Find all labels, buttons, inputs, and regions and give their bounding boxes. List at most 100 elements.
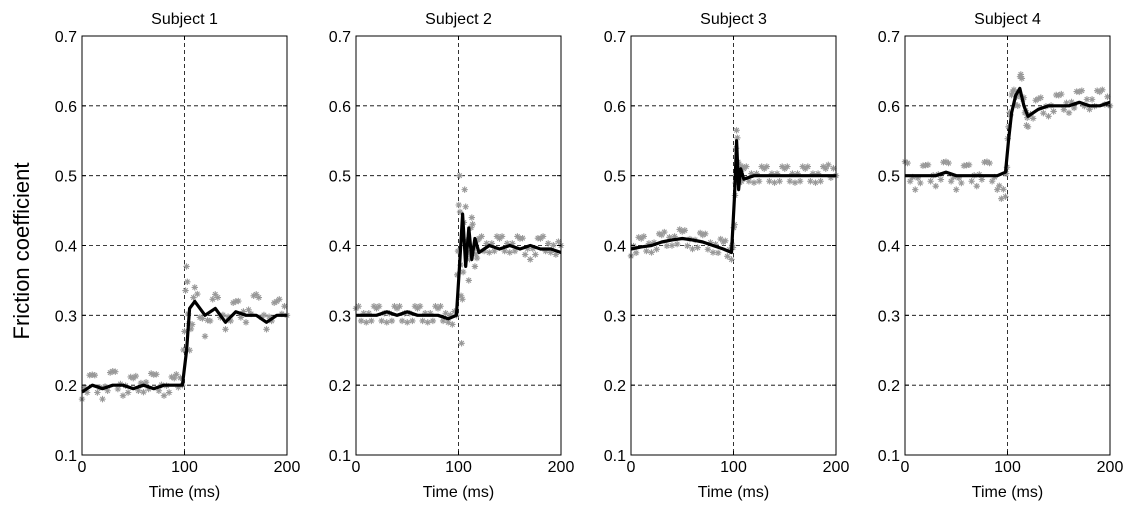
trial-asterisk-marker (555, 238, 562, 245)
trial-asterisk-marker (738, 178, 745, 185)
trial-asterisk-marker (1020, 94, 1028, 101)
trial-asterisk-marker (1029, 115, 1037, 122)
trial-asterisk-marker (83, 389, 91, 396)
trial-asterisk-marker (483, 240, 490, 247)
y-tick-label: 0.1 (329, 448, 351, 465)
trial-asterisk-marker (454, 247, 462, 255)
trial-asterisk-marker (127, 373, 134, 381)
x-tick-label: 0 (352, 459, 361, 476)
trial-asterisk-marker (91, 372, 99, 379)
trial-asterisk-marker (724, 253, 731, 260)
trial-asterisk-marker (1050, 108, 1057, 115)
trial-asterisk-marker (973, 182, 980, 190)
trial-asterisk-marker (702, 230, 709, 238)
subplot-2: 0.1 0.2 0.3 0.4 0.5 0.6 0.7 0 100 200 Subject 2 Tim… (329, 11, 575, 501)
y-tick-label: 0.3 (878, 308, 900, 325)
trial-asterisk-marker (188, 321, 196, 328)
trial-asterisk-marker (439, 317, 447, 325)
trial-asterisk-marker (454, 271, 461, 279)
trial-asterisk-marker (532, 251, 539, 258)
trial-asterisk-marker (449, 321, 456, 328)
trial-asterisk-marker (726, 246, 733, 253)
trial-asterisk-marker (817, 178, 824, 185)
x-tick-label: 100 (720, 459, 747, 476)
trial-asterisk-marker (130, 374, 137, 382)
trial-asterisk-marker (461, 186, 468, 193)
x-tick-label: 100 (994, 459, 1021, 476)
trial-asterisk-marker (1017, 71, 1025, 78)
trial-asterisk-marker (728, 256, 735, 263)
trial-asterisk-marker (378, 317, 385, 325)
trial-asterisk-marker (456, 208, 464, 216)
trial-asterisk-marker (1060, 106, 1068, 113)
trial-asterisk-marker (542, 247, 549, 255)
trial-asterisk-marker (375, 303, 383, 310)
trial-asterisk-marker (465, 277, 472, 284)
trial-asterisk-marker (1035, 95, 1042, 103)
trial-asterisk-marker (784, 163, 791, 170)
trial-asterisk-marker (635, 234, 642, 241)
trial-asterisk-marker (106, 369, 114, 376)
trial-asterisk-marker (552, 251, 560, 258)
trial-asterisk-marker (222, 326, 229, 333)
trial-asterisk-marker (519, 234, 526, 242)
trial-asterisk-marker (661, 228, 668, 236)
trial-asterisk-marker (812, 179, 819, 186)
trial-asterisk-marker (699, 231, 706, 239)
trial-asterisk-marker (506, 249, 513, 256)
trial-asterisk-marker (363, 319, 370, 326)
subplot-3: 0.1 0.2 0.3 0.4 0.5 0.6 0.7 0 100 200 Subject 3 Tim… (604, 11, 850, 501)
trial-asterisk-marker (409, 317, 416, 325)
trial-asterisk-marker (137, 379, 145, 387)
trial-asterisk-marker (996, 182, 1003, 189)
trial-asterisk-marker (445, 319, 452, 326)
trial-asterisk-marker (245, 306, 252, 313)
trial-asterisk-marker (655, 230, 663, 238)
trial-asterisk-marker (640, 233, 648, 240)
trial-asterisk-marker (696, 229, 704, 237)
trial-asterisk-marker (373, 305, 380, 312)
trial-asterisk-marker (830, 165, 837, 172)
trial-asterisk-marker (927, 178, 934, 185)
trial-asterisk-marker (950, 173, 957, 181)
y-tick-label: 0.3 (55, 308, 77, 325)
trial-asterisk-marker (273, 298, 280, 305)
trial-asterisk-marker (276, 296, 283, 303)
trial-asterisk-marker (255, 294, 263, 301)
trial-asterisk-marker (421, 310, 429, 317)
trial-asterisk-marker (748, 170, 755, 177)
trial-asterisk-marker (768, 170, 776, 177)
trial-asterisk-marker (250, 292, 257, 299)
trial-asterisk-marker (643, 247, 650, 255)
trial-asterisk-marker (268, 317, 275, 325)
trial-asterisk-marker (472, 250, 480, 258)
trial-asterisk-marker (496, 235, 503, 242)
trial-asterisk-marker (429, 317, 437, 325)
trial-asterisk-marker (368, 317, 375, 325)
trial-asterisk-marker (1037, 94, 1045, 101)
trial-asterisk-marker (650, 239, 658, 246)
trial-asterisk-marker (398, 317, 406, 325)
trial-asterisk-marker (1032, 97, 1039, 104)
trial-asterisk-marker (796, 178, 804, 185)
trial-asterisk-marker (190, 294, 197, 301)
trial-asterisk-marker (466, 255, 473, 263)
x-axis-label: Time (ms) (423, 484, 494, 501)
trial-asterisk-marker (145, 385, 152, 393)
y-tick-label: 0.2 (878, 378, 900, 395)
trial-asterisk-marker (204, 317, 211, 324)
trial-asterisk-marker (260, 311, 268, 319)
trial-asterisk-marker (478, 233, 485, 240)
y-tick-label: 0.4 (329, 239, 351, 256)
y-tick-label: 0.2 (55, 378, 77, 395)
x-tick-label: 0 (901, 459, 910, 476)
trial-asterisk-marker (1006, 109, 1013, 116)
trial-asterisk-marker (442, 310, 449, 317)
y-tick-label: 0.7 (604, 29, 626, 46)
trial-asterisk-marker (983, 158, 991, 165)
y-tick-label: 0.5 (604, 169, 626, 186)
trial-asterisk-marker (416, 303, 424, 310)
trial-asterisk-marker (753, 170, 760, 177)
x-tick-label: 200 (1097, 459, 1124, 476)
